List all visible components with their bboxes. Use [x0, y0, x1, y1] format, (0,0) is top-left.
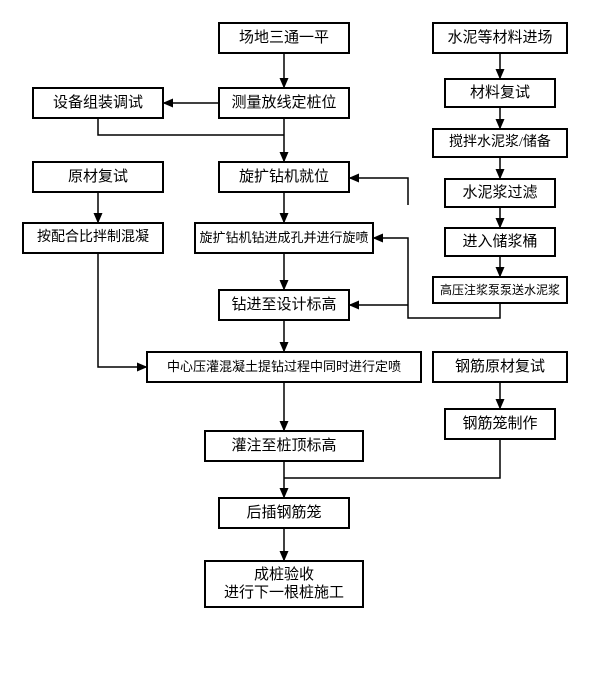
node-n_bucket: 进入储浆桶: [444, 227, 556, 257]
node-n_cage: 钢筋笼制作: [444, 408, 556, 440]
node-n_mixcem: 搅拌水泥浆/储备: [432, 128, 568, 158]
node-n_accept: 成桩验收 进行下一根桩施工: [204, 560, 364, 608]
node-n_mattest: 材料复试: [444, 78, 556, 108]
node-n_site: 场地三通一平: [218, 22, 350, 54]
node-n_assemble: 设备组装调试: [32, 87, 164, 119]
node-n_pump: 高压注浆泵泵送水泥浆: [432, 276, 568, 304]
node-n_drillpos: 旋扩钻机就位: [218, 161, 350, 193]
node-n_drilljet: 旋扩钻机钻进成孔并进行旋喷: [194, 222, 374, 254]
node-n_design: 钻进至设计标高: [218, 289, 350, 321]
node-n_mixconc: 按配合比拌制混凝: [22, 222, 164, 254]
node-n_cement: 水泥等材料进场: [432, 22, 568, 54]
node-n_rawtest: 原材复试: [32, 161, 164, 193]
node-n_filter: 水泥浆过滤: [444, 178, 556, 208]
node-n_insert: 后插钢筋笼: [218, 497, 350, 529]
node-n_rebartest: 钢筋原材复试: [432, 351, 568, 383]
node-n_centerfix: 中心压灌混凝土提钻过程中同时进行定喷: [146, 351, 422, 383]
node-n_survey: 测量放线定桩位: [218, 87, 350, 119]
node-n_pourtop: 灌注至桩顶标高: [204, 430, 364, 462]
